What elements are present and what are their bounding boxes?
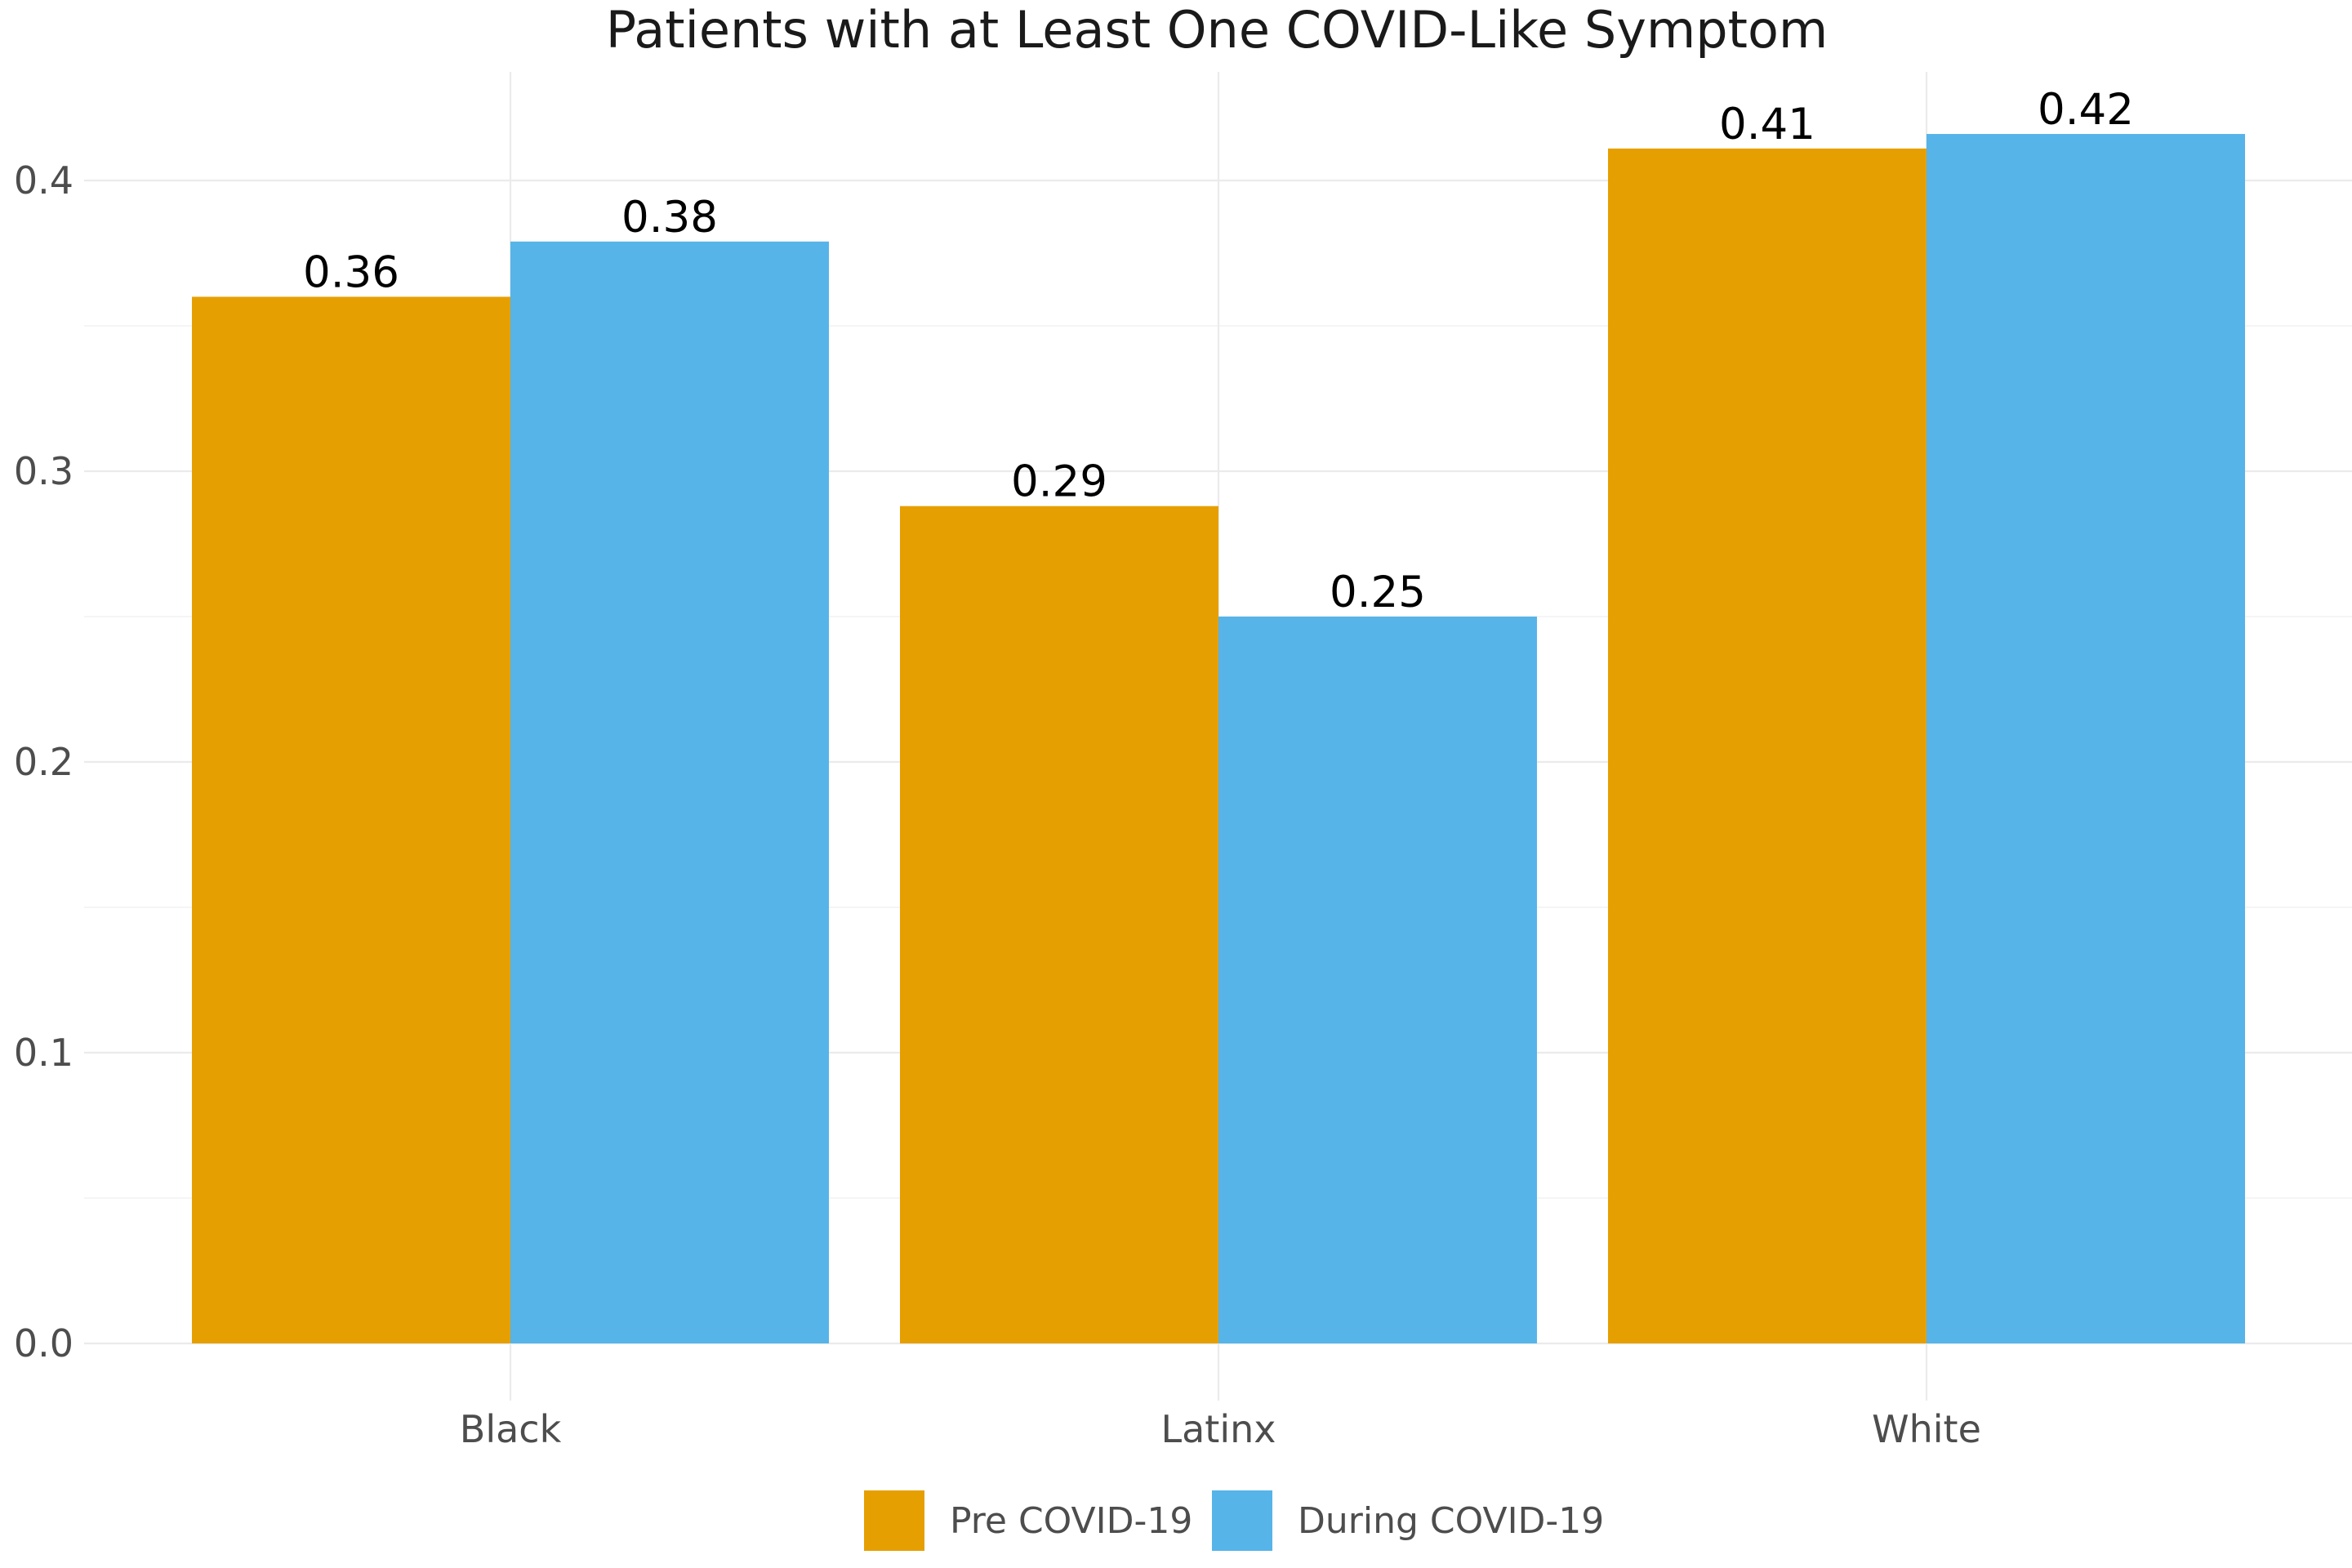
y-tick-label: 0.3 [14,449,74,493]
legend-label: During COVID-19 [1298,1500,1604,1542]
y-tick-label: 0.0 [14,1321,74,1365]
x-tick-label: Latinx [1160,1407,1276,1451]
legend-item: Pre COVID-19 [864,1490,1192,1551]
chart-title: Patients with at Least One COVID-Like Sy… [606,0,1829,60]
bar-latinx-during [1218,617,1537,1343]
legend-label: Pre COVID-19 [950,1500,1192,1542]
bars-layer [192,134,2245,1344]
data-label: 0.29 [1011,457,1107,507]
bar-white-during [1927,134,2245,1343]
legend-key [1212,1490,1272,1551]
data-label: 0.41 [1719,100,1815,149]
y-tick-label: 0.1 [14,1031,74,1075]
x-tick-label: White [1872,1407,1981,1451]
data-label: 0.42 [2038,85,2134,135]
legend-key [864,1490,924,1551]
legend: Pre COVID-19 During COVID-19 [864,1490,1604,1551]
bar-latinx-pre [900,506,1218,1343]
bar-white-pre [1608,148,1927,1344]
data-labels-layer: 0.36 0.38 0.29 0.25 0.41 0.42 [303,85,2134,617]
x-tick-label: Black [460,1407,562,1451]
axis-layer: 0.0 0.1 0.2 0.3 0.4 Black Latinx White [14,158,1981,1451]
y-tick-label: 0.4 [14,158,74,203]
data-label: 0.38 [621,193,718,243]
y-tick-label: 0.2 [14,740,74,784]
data-label: 0.25 [1330,568,1426,617]
bar-black-during [510,241,829,1343]
data-label: 0.36 [303,247,399,297]
bar-black-pre [192,296,510,1343]
legend-item: During COVID-19 [1212,1490,1604,1551]
